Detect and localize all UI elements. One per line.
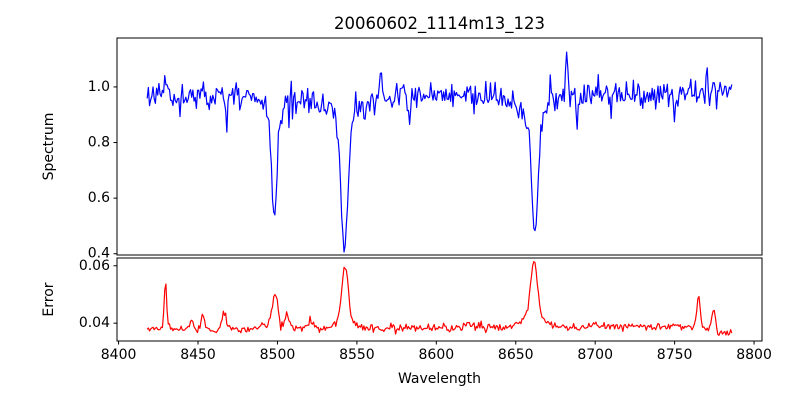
spectrum-y-tick-label: 0.8	[88, 135, 110, 151]
spectrum-y-tick-label: 1.0	[88, 79, 110, 95]
x-tick-label: 8600	[419, 347, 455, 363]
error-y-axis-label: Error	[41, 282, 57, 316]
plot-area: 0.4 0.6 0.8 1.0 0.04 0.06 8400 8450 8500 8550 8600…	[79, 37, 772, 363]
spectrum-panel-frame	[116, 37, 763, 256]
x-tick-label: 8800	[736, 347, 772, 363]
x-tick-label: 8650	[498, 347, 534, 363]
x-tick-label: 8500	[260, 347, 296, 363]
x-tick-label: 8400	[101, 347, 137, 363]
spectrum-line	[146, 51, 733, 253]
error-y-tick-label: 0.04	[79, 315, 110, 331]
x-tick-label: 8450	[180, 347, 216, 363]
spectrum-y-tick-label: 0.6	[88, 190, 110, 206]
error-line	[146, 260, 733, 336]
x-tick-label: 8700	[577, 347, 613, 363]
spectrum-y-tick-label: 0.4	[88, 246, 110, 262]
error-panel-frame	[116, 257, 763, 342]
chart-title: 20060602_1114m13_123	[334, 14, 545, 34]
x-axis-label: Wavelength	[398, 371, 481, 387]
spectrum-y-axis-label: Spectrum	[41, 113, 57, 181]
x-tick-label: 8550	[339, 347, 375, 363]
x-tick-label: 8750	[657, 347, 693, 363]
error-y-tick-label: 0.06	[79, 258, 110, 274]
